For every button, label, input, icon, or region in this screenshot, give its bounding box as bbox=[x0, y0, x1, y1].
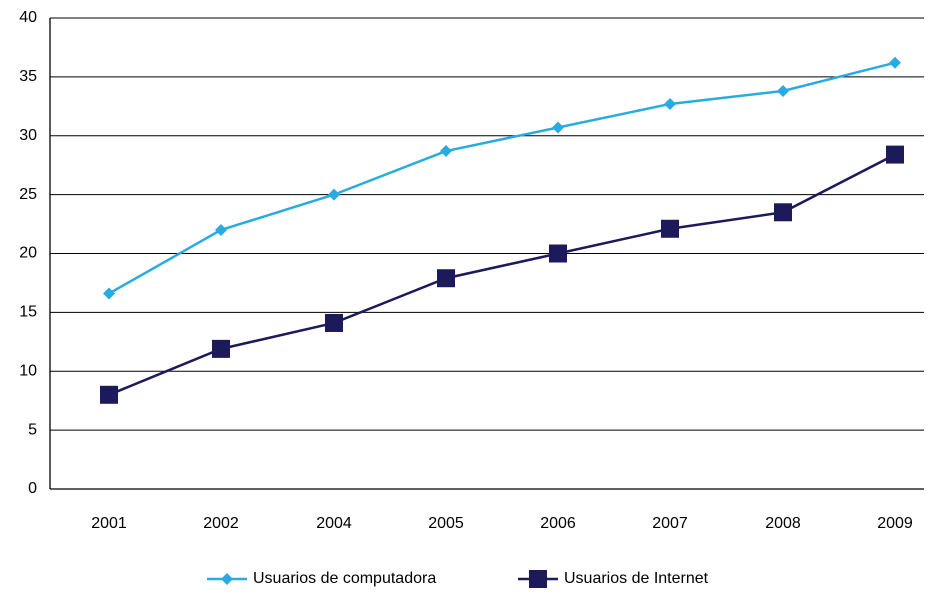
data-point-marker bbox=[437, 269, 455, 288]
axes bbox=[49, 17, 924, 490]
gridlines bbox=[50, 17, 924, 431]
data-point-marker bbox=[774, 203, 792, 222]
y-tick-label: 40 bbox=[19, 9, 37, 26]
y-tick-label: 20 bbox=[19, 245, 37, 262]
data-point-marker bbox=[549, 244, 567, 263]
y-tick-label: 5 bbox=[28, 421, 37, 438]
y-tick-label: 15 bbox=[19, 304, 37, 321]
y-tick-label: 30 bbox=[19, 127, 37, 144]
legend: Usuarios de computadora Usuarios de Inter… bbox=[207, 570, 709, 588]
x-tick-label: 2004 bbox=[316, 515, 352, 532]
series-line bbox=[108, 61, 896, 295]
data-point-marker bbox=[212, 339, 230, 358]
x-tick-label: 2001 bbox=[91, 515, 127, 532]
x-tick-label: 2007 bbox=[652, 515, 688, 532]
data-point-marker bbox=[325, 313, 343, 332]
data-point-marker bbox=[889, 56, 901, 69]
x-tick-label: 2006 bbox=[540, 515, 576, 532]
legend-marker bbox=[529, 570, 547, 588]
legend-label: Usuarios de computadora bbox=[253, 570, 436, 587]
x-tick-label: 2002 bbox=[203, 515, 239, 532]
data-point-marker bbox=[777, 85, 789, 98]
series-1 bbox=[103, 56, 901, 300]
legend-marker bbox=[221, 573, 233, 585]
data-point-marker bbox=[440, 145, 452, 158]
y-tick-label: 25 bbox=[19, 186, 37, 203]
series-2 bbox=[100, 145, 904, 404]
x-tick-label: 2005 bbox=[428, 515, 464, 532]
data-point-marker bbox=[661, 219, 679, 238]
x-tick-label: 2008 bbox=[765, 515, 801, 532]
series-line bbox=[108, 153, 896, 396]
data-point-marker bbox=[215, 223, 227, 236]
data-point-marker bbox=[103, 287, 115, 300]
data-point-marker bbox=[328, 188, 340, 201]
y-tick-label: 35 bbox=[19, 68, 37, 85]
data-point-marker bbox=[886, 145, 904, 164]
legend-label: Usuarios de Internet bbox=[564, 570, 709, 587]
legend-item-1: Usuarios de computadora bbox=[207, 570, 436, 587]
series-group bbox=[100, 56, 904, 404]
y-tick-label: 10 bbox=[19, 362, 37, 379]
data-point-marker bbox=[100, 385, 118, 404]
x-axis-ticks: 2001 2002 2004 2005 2006 2007 2008 2009 bbox=[91, 515, 913, 532]
data-point-marker bbox=[664, 97, 676, 110]
y-axis-ticks: 0 5 10 15 20 25 30 35 40 bbox=[19, 9, 37, 497]
y-tick-label: 0 bbox=[28, 480, 37, 497]
data-point-marker bbox=[552, 121, 564, 134]
x-tick-label: 2009 bbox=[877, 515, 913, 532]
legend-item-2: Usuarios de Internet bbox=[518, 570, 709, 588]
